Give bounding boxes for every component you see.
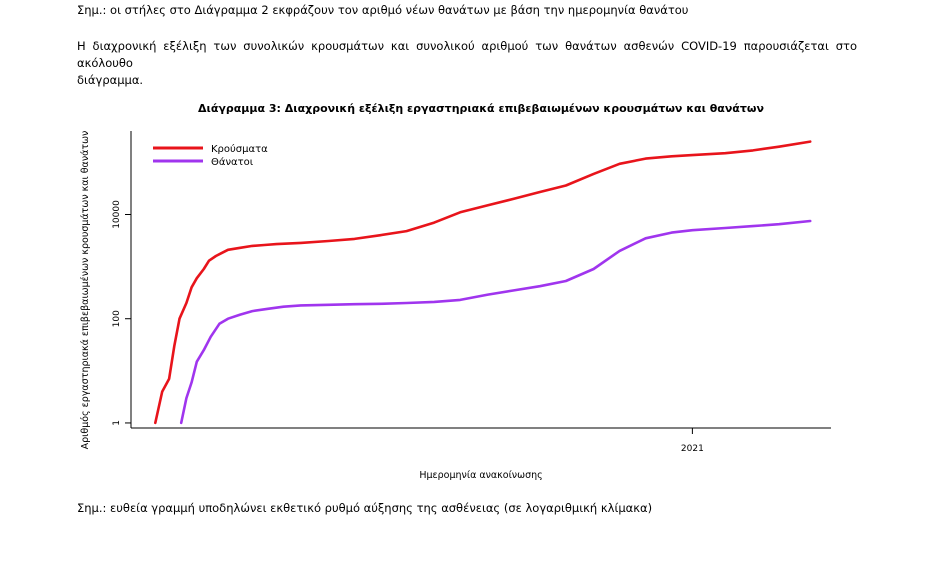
legend-label-cases: Κρούσματα <box>211 143 268 155</box>
y-axis-label: Αριθμός εργαστηριακά επιβεβαιωμένων κρου… <box>80 131 91 450</box>
plot-area: 1 100 10000 2021 <box>112 131 831 454</box>
intro-paragraph: Η διαχρονική εξέλιξη των συνολικών κρουσ… <box>77 38 857 89</box>
series-line-1 <box>179 219 812 425</box>
x-tick-label: 2021 <box>681 444 704 454</box>
note-top: Σημ.: οι στήλες στο Διάγραμμα 2 εκφράζου… <box>77 3 689 17</box>
paragraph-line-1: Η διαχρονική εξέλιξη των συνολικών κρουσ… <box>77 39 857 70</box>
x-axis-label: Ημερομηνία ανακοίνωσης <box>419 470 542 481</box>
chart-3: Διάγραμμα 3: Διαχρονική εξέλιξη εργαστηρ… <box>80 102 831 481</box>
legend: Κρούσματα Θάνατοι <box>153 143 268 168</box>
y-tick-label: 10000 <box>112 200 122 229</box>
note-bottom: Σημ.: ευθεία γραμμή υποδηλώνει εκθετικό … <box>77 501 653 515</box>
paragraph-line-2: διάγραμμα. <box>77 73 144 87</box>
legend-label-deaths: Θάνατοι <box>211 156 254 168</box>
y-tick-label: 1 <box>112 420 122 426</box>
y-tick-label: 100 <box>112 310 122 327</box>
series-line-0 <box>154 140 812 425</box>
chart-title: Διάγραμμα 3: Διαχρονική εξέλιξη εργαστηρ… <box>198 102 764 115</box>
